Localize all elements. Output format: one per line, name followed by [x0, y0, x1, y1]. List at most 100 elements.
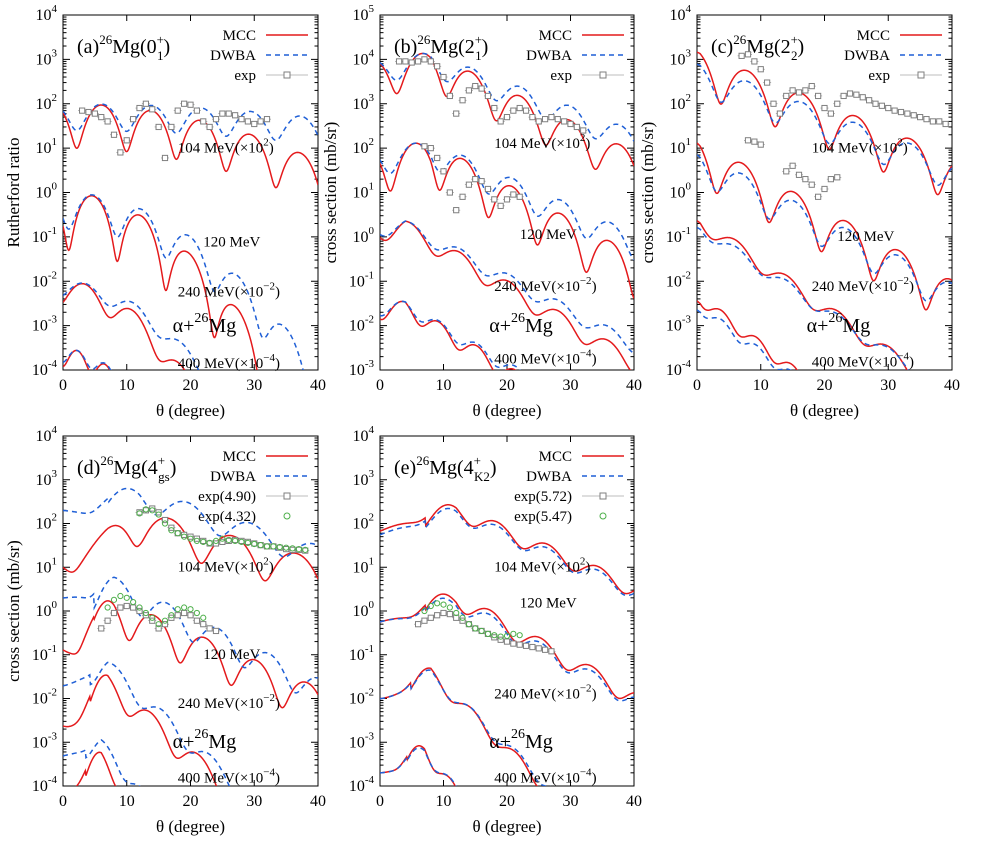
data-point-square: [434, 63, 441, 70]
data-point-square: [257, 118, 264, 125]
series-line-mcc: [380, 300, 517, 370]
data-point-square: [408, 59, 415, 66]
data-point-square: [872, 100, 879, 107]
data-point-square: [510, 191, 517, 198]
data-point-square: [478, 85, 485, 92]
curves-group: [380, 52, 634, 370]
x-tick-label: 10: [119, 793, 135, 810]
data-point-circle: [149, 507, 156, 514]
data-point-square: [421, 56, 428, 63]
data-point-square: [168, 123, 175, 131]
legend-marker-square: [283, 71, 291, 79]
series-line-dwba: [697, 226, 910, 370]
data-point-square: [491, 196, 498, 203]
y-tick-label: 103: [353, 468, 375, 489]
legend-label: exp: [868, 68, 890, 84]
y-tick-label: 101: [36, 136, 58, 157]
data-point-square: [161, 621, 169, 628]
data-point-circle: [289, 545, 296, 552]
data-point-circle: [295, 545, 302, 553]
y-tick-label: 104: [353, 424, 375, 445]
data-point-square: [465, 181, 472, 188]
data-point-square: [484, 92, 492, 100]
x-axis-label: θ (degree): [472, 817, 541, 836]
data-point-square: [104, 118, 111, 125]
data-point-square: [929, 118, 936, 125]
x-tick-label: 40: [310, 377, 326, 394]
series-line-mcc: [380, 220, 632, 370]
data-point-circle: [200, 538, 207, 545]
data-point-square: [840, 92, 847, 100]
y-tick-label: 10-4: [349, 774, 375, 795]
data-point-circle: [238, 538, 245, 545]
data-point-circle: [453, 609, 460, 617]
data-point-square: [98, 625, 105, 632]
data-point-square: [402, 58, 409, 65]
data-point-square: [789, 87, 796, 94]
data-point-square: [497, 636, 504, 643]
data-point-square: [821, 185, 828, 193]
curve-label: 400 MeV(×10−4): [494, 767, 596, 787]
legend-label: DWBA: [526, 469, 572, 485]
y-tick-label: 10-3: [32, 730, 58, 751]
series-line-mcc: [697, 51, 952, 196]
data-point-square: [503, 114, 511, 121]
curve-label: 240 MeV(×10−2): [494, 275, 596, 295]
data-point-circle: [283, 544, 290, 551]
data-point-square: [104, 617, 111, 624]
legend-label: exp: [550, 68, 572, 84]
data-point-square: [484, 185, 492, 193]
x-axis-label: θ (degree): [156, 401, 225, 420]
legend-label: exp(5.47): [514, 509, 572, 525]
data-point-square: [219, 110, 226, 117]
data-point-square: [744, 137, 752, 144]
x-tick-label: 30: [563, 377, 579, 394]
x-tick-label: 30: [246, 793, 262, 810]
legend-marker-circle: [599, 512, 607, 520]
data-point-circle: [104, 604, 111, 611]
x-tick-label: 40: [626, 377, 642, 394]
data-point-square: [529, 643, 536, 651]
data-point-circle: [174, 530, 181, 537]
x-tick-label: 40: [310, 793, 326, 810]
data-point-square: [757, 66, 764, 73]
legend-label: exp(4.32): [198, 509, 256, 525]
data-point-square: [193, 107, 200, 114]
series-line-mcc: [63, 517, 318, 582]
data-point-square: [548, 648, 555, 655]
series-line-dwba: [697, 154, 952, 302]
curve-label: 400 MeV(×10−4): [494, 348, 596, 368]
data-point-square: [212, 627, 220, 635]
data-point-square: [200, 621, 207, 628]
data-point-circle: [302, 546, 309, 553]
data-point-square: [225, 110, 232, 117]
x-tick-label: 10: [119, 377, 135, 394]
y-tick-label: 10-1: [32, 225, 57, 246]
y-axis-label: cross section (mb/sr): [4, 540, 23, 682]
data-point-circle: [244, 539, 251, 547]
series-line-mcc: [63, 282, 186, 370]
data-point-circle: [465, 621, 472, 628]
series-line-dwba: [63, 661, 231, 786]
panel-title: (b)26Mg(2+ 1): [394, 32, 488, 63]
y-tick-label: 103: [353, 92, 375, 113]
y-tick-label: 104: [353, 47, 375, 68]
y-tick-label: 10-2: [666, 269, 691, 290]
data-point-square: [446, 610, 453, 618]
data-point-square: [497, 118, 504, 125]
data-point-square: [815, 92, 822, 100]
curve-label: 120 MeV: [520, 596, 577, 612]
data-point-square: [516, 104, 523, 112]
y-tick-label: 10-2: [32, 687, 57, 708]
data-point-square: [478, 178, 485, 185]
data-point-circle: [187, 606, 194, 613]
y-tick-label: 10-3: [32, 314, 58, 335]
panel-a: 0 10 20 30 40 10-4 10-3 10-2 10-1 100 101 102 103 104…: [4, 3, 326, 420]
data-point-square: [446, 92, 453, 100]
y-tick-label: 10-2: [32, 269, 57, 290]
data-point-square: [795, 171, 803, 178]
data-point-square: [904, 110, 911, 117]
data-point-square: [149, 505, 156, 512]
legend-label: MCC: [223, 28, 256, 44]
data-point-square: [427, 58, 434, 65]
